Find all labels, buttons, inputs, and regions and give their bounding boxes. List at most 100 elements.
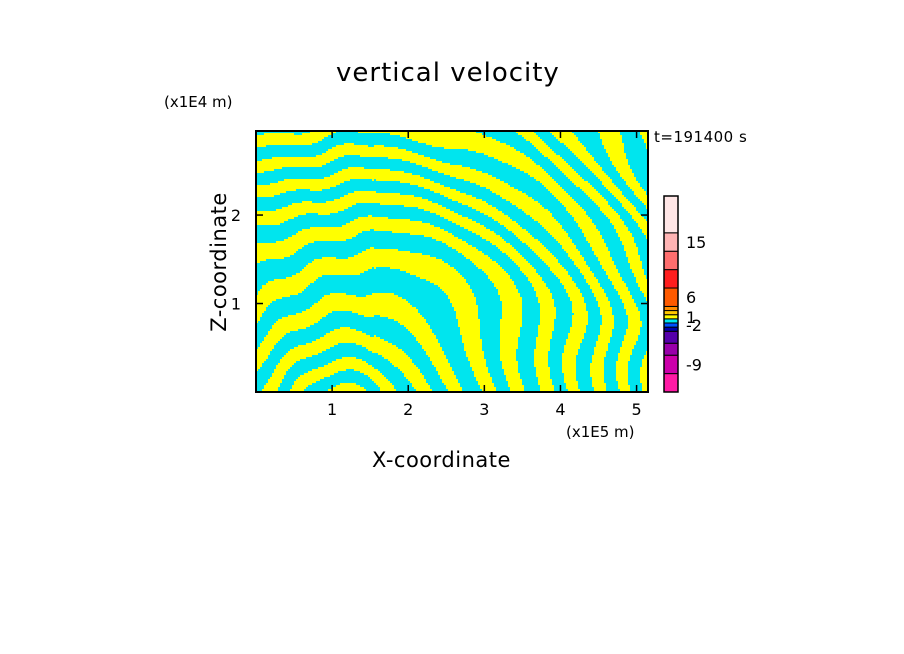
field-cell <box>416 339 438 341</box>
field-cell <box>256 351 270 353</box>
field-cell <box>616 167 630 169</box>
field-cell <box>434 191 460 193</box>
field-cell <box>260 289 304 291</box>
field-cell <box>628 323 642 325</box>
field-cell <box>600 307 612 309</box>
field-cell <box>642 231 648 233</box>
field-cell <box>642 365 648 367</box>
field-cell <box>410 381 426 383</box>
field-cell <box>278 319 320 321</box>
field-cell <box>440 215 462 217</box>
field-cell <box>538 221 558 223</box>
field-cell <box>256 143 312 145</box>
field-cell <box>502 313 522 315</box>
field-cell <box>470 181 504 183</box>
field-cell <box>620 175 634 177</box>
field-cell <box>292 385 308 387</box>
field-cell <box>302 133 332 135</box>
field-cell <box>566 291 580 293</box>
field-cell <box>256 167 282 169</box>
field-cell <box>572 323 588 325</box>
field-cell <box>596 203 608 205</box>
field-cell <box>420 277 464 279</box>
field-cell <box>624 179 636 181</box>
colorbar-frame <box>663 195 679 393</box>
field-cell <box>500 195 528 197</box>
field-cell <box>256 295 290 297</box>
colorbar-tick-label: 15 <box>686 233 706 252</box>
field-cell <box>316 155 344 157</box>
field-cell <box>374 335 376 337</box>
field-cell <box>590 197 604 199</box>
field-cell <box>276 209 344 211</box>
field-cell <box>602 141 622 143</box>
field-cell <box>594 347 608 349</box>
colorbar: -9 -216 15 <box>663 195 706 393</box>
field-cell <box>504 373 520 375</box>
field-cell <box>572 321 588 323</box>
field-cell <box>374 267 376 269</box>
field-cell <box>518 133 536 135</box>
field-cell <box>628 211 638 213</box>
field-cell <box>542 183 558 185</box>
field-cell <box>534 353 548 355</box>
field-cell <box>534 145 548 147</box>
x-axis-unit: (x1E5 m) <box>566 423 635 441</box>
field-cell <box>266 335 284 337</box>
field-cell <box>500 351 516 353</box>
colorbar-band <box>663 342 679 356</box>
field-cell <box>388 359 412 361</box>
field-cell <box>582 161 596 163</box>
field-cell <box>562 361 576 363</box>
field-cell <box>430 357 446 359</box>
field-cell <box>498 159 532 161</box>
field-cell <box>534 289 550 291</box>
field-cell <box>492 217 510 219</box>
field-cell <box>374 229 444 231</box>
field-cell <box>306 265 450 267</box>
field-cell <box>478 381 492 383</box>
field-cell <box>592 385 606 387</box>
field-cell <box>404 325 430 327</box>
field-cell <box>256 247 302 249</box>
field-cell <box>256 297 282 299</box>
field-cell <box>556 239 572 241</box>
field-cell <box>564 287 578 289</box>
field-cell <box>424 235 454 237</box>
field-cell <box>618 233 632 235</box>
field-cell <box>372 293 394 295</box>
field-cell <box>640 133 648 135</box>
x-tick-label: 4 <box>555 400 565 419</box>
field-cell <box>592 383 606 385</box>
field-cell <box>628 257 640 259</box>
field-cell <box>610 221 624 223</box>
field-cell <box>608 275 620 277</box>
field-cell <box>482 389 496 391</box>
field-cell <box>526 243 542 245</box>
field-cell <box>624 245 636 247</box>
field-cell <box>562 355 576 357</box>
field-cell <box>618 171 632 173</box>
field-cell <box>584 191 598 193</box>
field-cell <box>626 331 640 333</box>
field-cell <box>364 373 382 375</box>
field-cell <box>294 347 330 349</box>
field-cell <box>472 367 488 369</box>
field-cell <box>594 295 606 297</box>
field-cell <box>624 247 638 249</box>
field-cell <box>570 297 584 299</box>
field-cell <box>496 193 526 195</box>
field-cell <box>256 315 262 317</box>
field-cell <box>638 285 648 287</box>
field-cell <box>540 303 554 305</box>
field-cell <box>644 293 648 295</box>
field-cell <box>590 363 604 365</box>
field-cell <box>426 279 466 281</box>
field-cell <box>558 277 572 279</box>
field-cell <box>492 281 514 283</box>
field-cell <box>362 251 410 253</box>
field-cell <box>270 329 298 331</box>
field-cell <box>256 171 264 173</box>
field-cell <box>256 261 260 263</box>
field-cell <box>296 273 360 275</box>
